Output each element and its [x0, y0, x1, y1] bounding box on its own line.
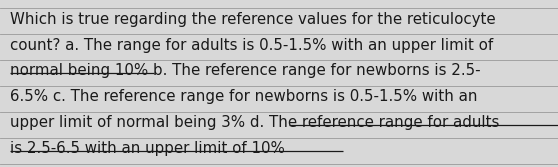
Text: Which is true regarding the reference values for the reticulocyte: Which is true regarding the reference va… [10, 12, 496, 27]
Text: normal being 10% b. The reference range for newborns is 2.5-: normal being 10% b. The reference range … [10, 63, 480, 78]
Text: 6.5% c. The reference range for newborns is 0.5-1.5% with an: 6.5% c. The reference range for newborns… [10, 89, 478, 104]
Text: count? a. The range for adults is 0.5-1.5% with an upper limit of: count? a. The range for adults is 0.5-1.… [10, 38, 493, 53]
Text: is 2.5-6.5 with an upper limit of 10%: is 2.5-6.5 with an upper limit of 10% [10, 141, 285, 156]
Text: upper limit of normal being 3% d. The reference range for adults: upper limit of normal being 3% d. The re… [10, 115, 499, 130]
